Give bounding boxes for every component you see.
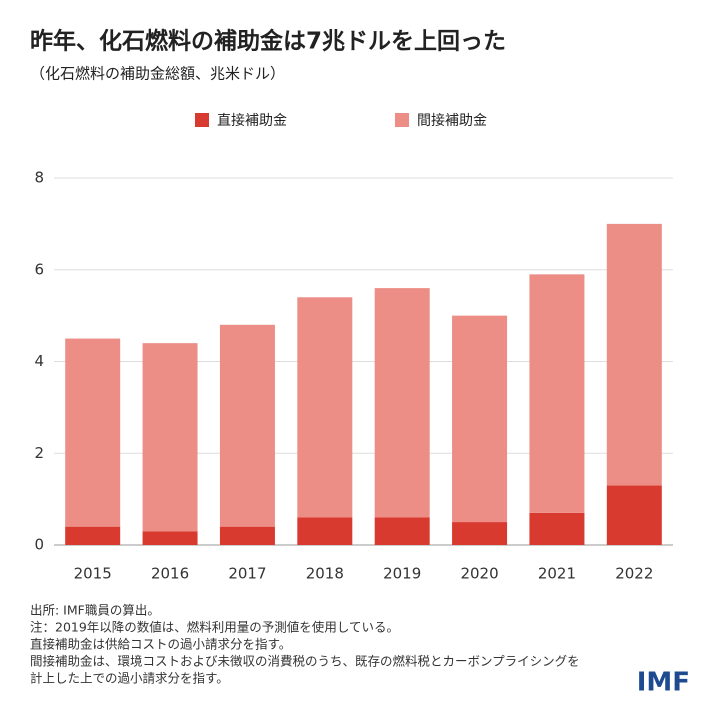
bar-segment <box>374 288 430 518</box>
bar-segment <box>219 324 275 527</box>
bar-segment <box>219 526 275 545</box>
bar-segment <box>65 526 121 545</box>
bar-segment <box>606 485 662 545</box>
x-tick-label: 2020 <box>460 565 498 583</box>
x-tick-label: 2017 <box>228 565 266 583</box>
logo: IMF <box>637 668 690 698</box>
y-tick-label: 4 <box>34 352 44 370</box>
bar-segment <box>606 223 662 486</box>
x-tick-label: 2015 <box>74 565 112 583</box>
legend-label: 間接補助金 <box>417 112 487 129</box>
x-tick-label: 2018 <box>306 565 344 583</box>
x-tick-label: 2016 <box>151 565 189 583</box>
y-tick-label: 2 <box>34 444 44 462</box>
y-tick-label: 0 <box>34 536 44 554</box>
footnote: 計上した上での過小請求分を指す。 <box>30 671 229 686</box>
bar-segment <box>142 531 198 545</box>
footnote: 直接補助金は供給コストの過小請求分を指す。 <box>30 637 291 652</box>
bar-segment <box>374 517 430 545</box>
bar-segment <box>142 343 198 532</box>
footnote: 間接補助金は、環境コストおよび未徴収の消費税のうち、既存の燃料税とカーボンプライ… <box>30 654 580 669</box>
bar-segment <box>529 512 585 545</box>
x-tick-label: 2022 <box>615 565 653 583</box>
x-tick-label: 2021 <box>538 565 576 583</box>
bar-segment <box>297 517 353 545</box>
legend-swatch <box>395 113 409 127</box>
legend-swatch <box>195 113 209 127</box>
bar-segment <box>65 338 121 527</box>
footnote: 出所: IMF職員の算出。 <box>30 603 160 618</box>
chart-title: 昨年、化石燃料の補助金は7兆ドルを上回った <box>30 28 506 55</box>
bar-segment <box>529 274 585 513</box>
bar-segment <box>452 522 508 545</box>
bar-segment <box>452 315 508 523</box>
y-tick-label: 6 <box>34 260 44 278</box>
chart-subtitle: （化石燃料の補助金総額、兆米ドル） <box>30 65 285 83</box>
x-tick-label: 2019 <box>383 565 421 583</box>
footnote: 注：2019年以降の数値は、燃料利用量の予測値を使用している。 <box>30 620 399 635</box>
legend-label: 直接補助金 <box>217 112 287 129</box>
y-tick-label: 8 <box>34 169 44 187</box>
bar-segment <box>297 297 353 518</box>
